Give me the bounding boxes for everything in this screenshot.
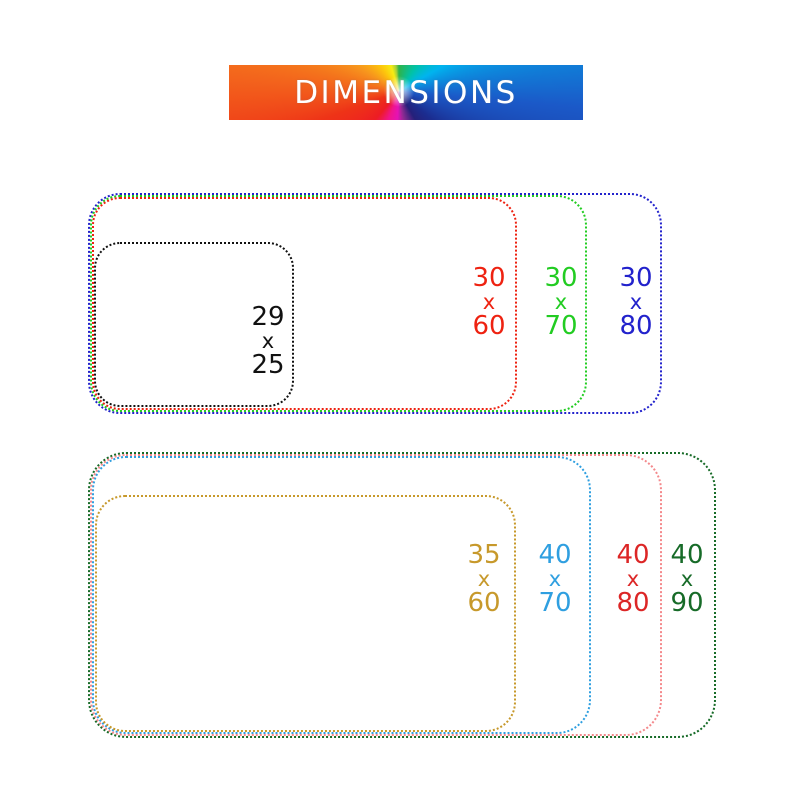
size-second: 80	[619, 311, 653, 341]
outline-30x60	[92, 197, 517, 410]
size-second: 90	[670, 588, 704, 618]
outline-30x70	[90, 195, 587, 412]
outline-40x70	[92, 456, 591, 734]
banner-title: DIMENSIONS	[294, 74, 518, 111]
size-first: 35	[467, 540, 501, 570]
outline-40x90	[88, 452, 716, 738]
size-second: 70	[544, 311, 578, 341]
size-label-30x60: 30 x 60	[454, 263, 524, 341]
size-second: 70	[538, 588, 572, 618]
size-second: 60	[467, 588, 501, 618]
outline-30x80	[88, 193, 662, 414]
size-label-30x70: 30 x 70	[526, 263, 596, 341]
outline-35x60	[95, 495, 516, 732]
size-first: 40	[670, 540, 704, 570]
outline-29x25	[94, 242, 294, 407]
size-first: 40	[538, 540, 572, 570]
size-separator: x	[477, 567, 491, 591]
size-second: 25	[251, 350, 285, 380]
dimensions-banner: DIMENSIONS	[229, 65, 583, 120]
size-separator: x	[554, 290, 568, 314]
size-separator: x	[261, 329, 275, 353]
size-separator: x	[626, 567, 640, 591]
size-first: 30	[544, 263, 578, 293]
size-second: 60	[472, 311, 506, 341]
size-separator: x	[629, 290, 643, 314]
size-second: 80	[616, 588, 650, 618]
size-label-29x25: 29 x 25	[233, 302, 303, 380]
size-separator: x	[680, 567, 694, 591]
size-separator: x	[482, 290, 496, 314]
size-label-30x80: 30 x 80	[601, 263, 671, 341]
outline-40x80	[90, 454, 662, 736]
size-first: 30	[619, 263, 653, 293]
size-label-40x80: 40 x 80	[598, 540, 668, 618]
size-label-40x70: 40 x 70	[520, 540, 590, 618]
size-label-40x90: 40 x 90	[652, 540, 722, 618]
size-first: 29	[251, 302, 285, 332]
size-first: 30	[472, 263, 506, 293]
size-first: 40	[616, 540, 650, 570]
size-label-35x60: 35 x 60	[449, 540, 519, 618]
size-separator: x	[548, 567, 562, 591]
